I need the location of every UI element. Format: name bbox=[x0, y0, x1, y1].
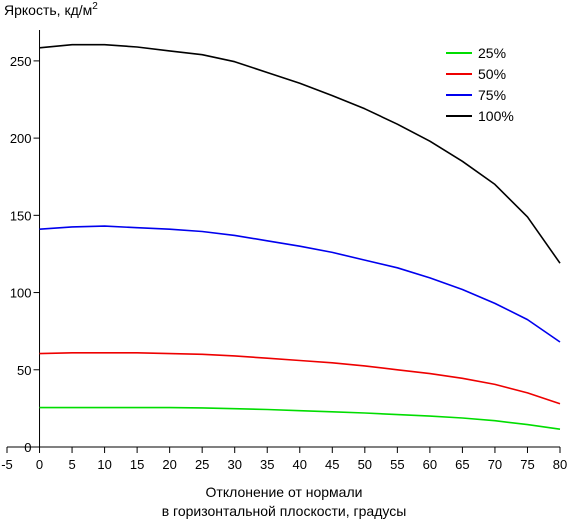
y-axis-title-text: Яркость, кд/м bbox=[4, 2, 92, 18]
x-tick-label: 15 bbox=[130, 457, 144, 472]
y-tick-label: 200 bbox=[10, 131, 32, 146]
x-tick-label: 75 bbox=[520, 457, 534, 472]
x-tick-label: -5 bbox=[1, 457, 13, 472]
x-axis-ticks: -5 0 5 10 15 20 25 30 35 40 45 50 55 60 65 70 75 80 bbox=[1, 447, 567, 472]
series-line-100pct bbox=[39, 43, 561, 264]
y-tick-label: 100 bbox=[10, 286, 32, 301]
x-tick-label: 70 bbox=[488, 457, 502, 472]
x-tick-label: 45 bbox=[325, 457, 339, 472]
x-tick-label: 30 bbox=[227, 457, 241, 472]
y-axis-title-superscript: 2 bbox=[92, 1, 98, 12]
x-tick-label: 80 bbox=[553, 457, 567, 472]
series-line-25pct bbox=[39, 406, 561, 430]
y-tick-label: 0 bbox=[24, 440, 31, 455]
axes bbox=[7, 30, 560, 448]
x-tick-label: 40 bbox=[293, 457, 307, 472]
x-axis-title-line1: Отклонение от нормали bbox=[206, 484, 363, 500]
legend-label-50pct: 50% bbox=[478, 66, 506, 82]
x-tick-label: 25 bbox=[195, 457, 209, 472]
series-line-75pct bbox=[39, 225, 561, 343]
x-axis-title-line2: в горизонтальной плоскости, градусы bbox=[162, 503, 407, 519]
x-tick-label: 50 bbox=[358, 457, 372, 472]
x-tick-label: 20 bbox=[162, 457, 176, 472]
series-line-50pct bbox=[39, 351, 561, 405]
x-tick-label: 10 bbox=[97, 457, 111, 472]
x-tick-label: 60 bbox=[423, 457, 437, 472]
legend-label-75pct: 75% bbox=[478, 87, 506, 103]
x-tick-label: 5 bbox=[68, 457, 75, 472]
y-tick-label: 250 bbox=[10, 54, 32, 69]
svg-text:Яркость, кд/м2: Яркость, кд/м2 bbox=[4, 1, 98, 18]
series-lines bbox=[39, 43, 561, 430]
x-tick-label: 65 bbox=[455, 457, 469, 472]
y-tick-label: 150 bbox=[10, 208, 32, 223]
legend-label-100pct: 100% bbox=[478, 108, 514, 124]
y-tick-label: 50 bbox=[17, 363, 31, 378]
x-tick-label: 0 bbox=[36, 457, 43, 472]
y-axis-title: Яркость, кд/м2 bbox=[4, 1, 98, 18]
legend: 25% 50% 75% 100% bbox=[446, 45, 514, 124]
legend-label-25pct: 25% bbox=[478, 45, 506, 61]
x-tick-label: 55 bbox=[390, 457, 404, 472]
y-axis-ticks: 0 50 100 150 200 250 bbox=[10, 54, 40, 455]
x-tick-label: 35 bbox=[260, 457, 274, 472]
